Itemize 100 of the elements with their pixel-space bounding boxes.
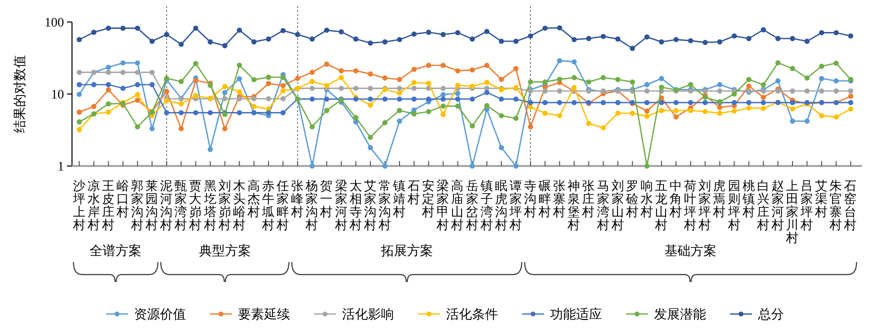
point	[557, 100, 562, 106]
text: 拓展方案	[380, 243, 433, 258]
point	[572, 36, 577, 42]
point	[310, 78, 315, 84]
point	[513, 96, 519, 102]
point	[91, 104, 96, 110]
point	[484, 103, 490, 108]
point	[120, 26, 126, 31]
point	[280, 110, 286, 116]
point	[644, 100, 650, 106]
point	[615, 100, 620, 106]
point	[310, 96, 315, 102]
point	[528, 79, 534, 85]
point	[76, 119, 82, 124]
point	[702, 100, 708, 106]
point	[455, 90, 460, 96]
point	[848, 88, 854, 94]
point	[834, 60, 839, 66]
point	[266, 110, 272, 116]
point	[572, 59, 577, 64]
x-tick-label: 碾畔村	[538, 179, 552, 219]
x-tick-label: 沙坪上村	[72, 179, 86, 232]
point	[557, 113, 562, 118]
point	[513, 66, 519, 72]
point	[324, 82, 330, 88]
point	[120, 60, 126, 66]
x-tick-label: 石村	[406, 179, 421, 206]
x-tick-label: 太相寺村	[348, 179, 362, 232]
point	[658, 100, 664, 106]
x-tick-label: 赤牛坬村	[261, 179, 275, 232]
point	[557, 76, 562, 82]
point	[717, 88, 722, 94]
point	[615, 76, 620, 82]
point	[236, 89, 242, 94]
point	[804, 118, 810, 124]
point	[411, 111, 417, 116]
point	[572, 100, 577, 106]
x-tick-label: 张寨村	[552, 179, 566, 219]
y-tick-label: 1	[58, 158, 64, 174]
point	[746, 76, 752, 82]
point	[819, 113, 824, 118]
text: 全谱方案	[90, 243, 142, 258]
point	[134, 92, 140, 98]
x-tick-label: 峪口村	[115, 179, 130, 219]
point	[222, 90, 228, 96]
point	[324, 108, 330, 114]
point	[513, 163, 519, 169]
x-tick-label: 任家畔村	[276, 179, 290, 232]
point	[440, 112, 446, 118]
point	[673, 108, 679, 114]
x-tick-label: 马家湾村	[596, 179, 610, 232]
x-tick-label: 安定村	[421, 178, 436, 219]
point	[76, 110, 82, 115]
point	[688, 100, 694, 106]
x-tick-label: 镇靖村	[392, 179, 406, 219]
point	[790, 88, 796, 94]
point	[251, 39, 257, 44]
point	[134, 70, 140, 75]
point	[338, 86, 344, 91]
point	[615, 36, 620, 42]
point	[426, 30, 432, 35]
x-tick-label: 白兴庄村	[756, 179, 770, 232]
point	[760, 94, 766, 100]
point	[280, 88, 286, 94]
point	[382, 163, 388, 169]
point	[295, 76, 300, 81]
x-tick-label: 王皮庄村	[100, 179, 115, 232]
x-tick-label: 凉水岸村	[86, 179, 100, 232]
point	[600, 125, 606, 130]
point	[615, 110, 620, 116]
point	[411, 96, 417, 102]
x-tick-label: 张庄村	[581, 179, 596, 219]
point	[658, 108, 664, 114]
point	[193, 78, 198, 84]
x-tick-label: 张峰村	[290, 179, 304, 219]
point	[470, 163, 475, 169]
point	[368, 86, 373, 91]
point	[338, 74, 344, 80]
point	[732, 91, 737, 97]
point	[498, 113, 504, 118]
x-tick-label: 吕家坪村	[800, 179, 814, 232]
point	[396, 96, 402, 102]
point	[717, 39, 722, 44]
point	[790, 66, 796, 72]
point	[498, 38, 504, 44]
point	[848, 94, 854, 99]
point	[586, 79, 592, 85]
point	[106, 82, 111, 88]
point	[310, 36, 315, 42]
point	[222, 43, 228, 48]
point	[528, 100, 534, 106]
point	[542, 100, 548, 106]
x-tick-label: 高庙山村	[450, 178, 464, 232]
point	[717, 82, 722, 88]
point	[819, 88, 824, 94]
x-tick-label: 上田家川村	[785, 179, 799, 245]
point	[280, 74, 286, 80]
point	[557, 88, 562, 94]
point	[760, 27, 766, 32]
point	[746, 105, 752, 111]
